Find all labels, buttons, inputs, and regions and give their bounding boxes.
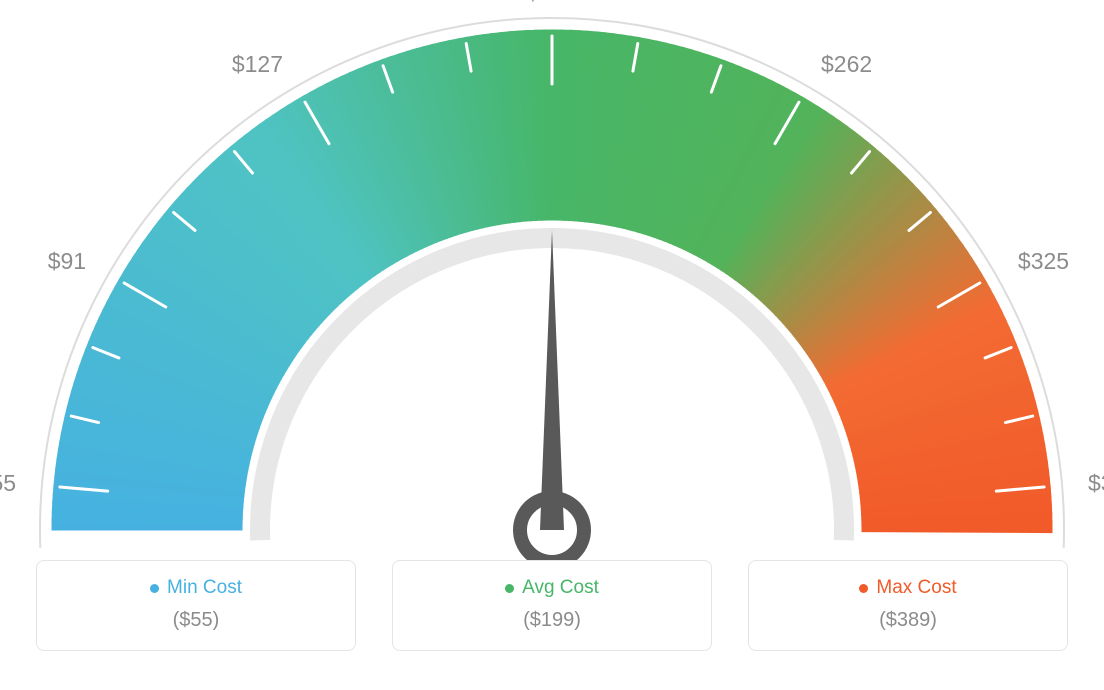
svg-text:$199: $199	[526, 0, 577, 5]
legend-label: Avg Cost	[522, 577, 599, 599]
svg-text:$389: $389	[1088, 470, 1104, 496]
legend-value: ($55)	[47, 609, 345, 632]
legend-title-row: Max Cost	[759, 577, 1057, 599]
legend-card-max: Max Cost ($389)	[748, 560, 1068, 651]
legend-row: Min Cost ($55) Avg Cost ($199) Max Cost …	[0, 560, 1104, 651]
legend-label: Max Cost	[876, 577, 956, 599]
dot-icon	[505, 584, 514, 593]
legend-title-row: Avg Cost	[403, 577, 701, 599]
svg-text:$127: $127	[232, 51, 283, 77]
legend-label: Min Cost	[167, 577, 242, 599]
gauge-svg: $55 $91 $127 $199 $262 $325 $389	[0, 0, 1104, 560]
cost-gauge: $55 $91 $127 $199 $262 $325 $389	[0, 0, 1104, 560]
svg-text:$262: $262	[821, 51, 872, 77]
svg-text:$325: $325	[1018, 248, 1069, 274]
legend-value: ($199)	[403, 609, 701, 632]
legend-card-min: Min Cost ($55)	[36, 560, 356, 651]
dot-icon	[150, 584, 159, 593]
svg-text:$55: $55	[0, 470, 16, 496]
dot-icon	[859, 584, 868, 593]
legend-value: ($389)	[759, 609, 1057, 632]
legend-title-row: Min Cost	[47, 577, 345, 599]
svg-text:$91: $91	[48, 248, 86, 274]
legend-card-avg: Avg Cost ($199)	[392, 560, 712, 651]
